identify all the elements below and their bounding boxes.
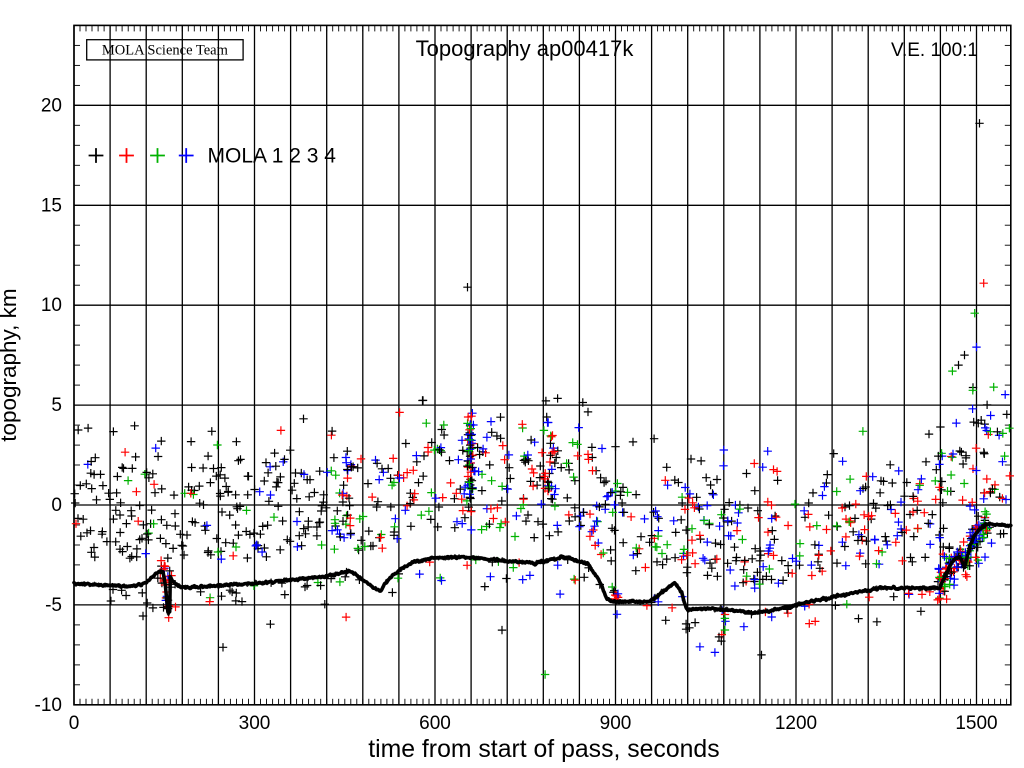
- svg-text:-5: -5: [45, 595, 62, 616]
- svg-text:15: 15: [41, 195, 62, 216]
- svg-text:topography, km: topography, km: [0, 288, 21, 441]
- svg-text:V.E. 100:1: V.E. 100:1: [891, 40, 978, 61]
- svg-text:5: 5: [51, 395, 62, 416]
- svg-text:0: 0: [51, 495, 62, 516]
- svg-text:1200: 1200: [775, 713, 817, 734]
- svg-text:900: 900: [600, 713, 632, 734]
- svg-text:MOLA Science Team: MOLA Science Team: [102, 42, 229, 58]
- svg-text:20: 20: [41, 95, 62, 116]
- svg-text:MOLA 1 2 3 4: MOLA 1 2 3 4: [208, 145, 337, 168]
- svg-text:-10: -10: [35, 695, 62, 716]
- svg-text:600: 600: [419, 713, 451, 734]
- svg-text:Topography ap00417k: Topography ap00417k: [416, 36, 635, 61]
- svg-text:time from start of pass, secon: time from start of pass, seconds: [368, 736, 719, 763]
- svg-text:300: 300: [239, 713, 271, 734]
- svg-text:1500: 1500: [955, 713, 997, 734]
- svg-text:0: 0: [69, 713, 80, 734]
- svg-text:10: 10: [41, 295, 62, 316]
